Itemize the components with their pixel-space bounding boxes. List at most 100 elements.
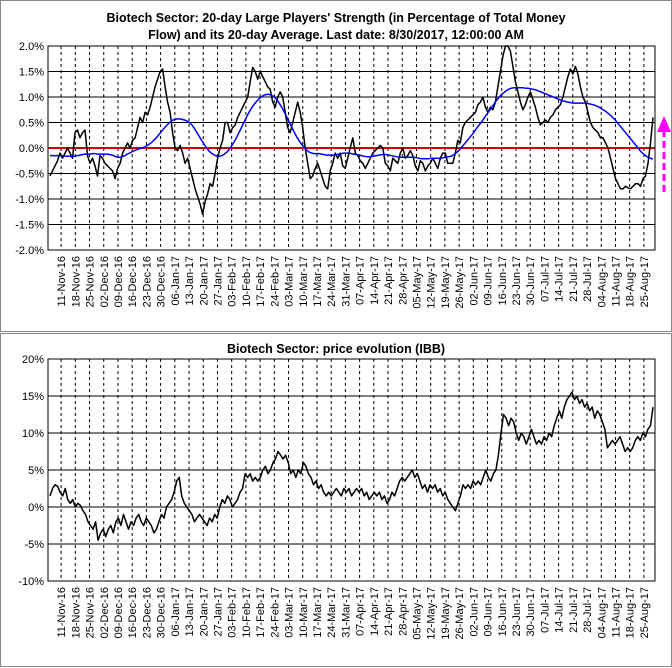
- x-tick-label: 21-Apr-17: [383, 587, 395, 636]
- x-tick-label: 24-Feb-17: [269, 587, 281, 638]
- x-tick-label: 20-Jan-17: [198, 587, 210, 637]
- x-tick-label: 30-Dec-16: [156, 256, 168, 307]
- x-tick-label: 18-Aug-17: [625, 256, 637, 307]
- x-tick-label: 02-Dec-16: [99, 256, 111, 307]
- x-tick-label: 31-Mar-17: [340, 587, 352, 638]
- x-tick-label: 30-Dec-16: [156, 587, 168, 638]
- x-tick-label: 23-Dec-16: [141, 587, 153, 638]
- top-chart-title-line-1: Biotech Sector: 20-day Large Players' St…: [106, 11, 565, 25]
- x-tick-label: 25-Nov-16: [85, 587, 97, 638]
- y-tick-label: 0.5%: [19, 118, 44, 130]
- x-tick-label: 07-Jul-17: [539, 256, 551, 302]
- x-tick-label: 10-Feb-17: [241, 587, 253, 638]
- x-tick-label: 24-Mar-17: [326, 587, 338, 638]
- series-line-average: [50, 87, 654, 160]
- x-tick-label: 18-Nov-16: [70, 587, 82, 638]
- x-tick-label: 17-Feb-17: [255, 256, 267, 307]
- x-tick-label: 17-Mar-17: [312, 587, 324, 638]
- x-tick-label: 07-Jul-17: [539, 587, 551, 633]
- top-plot-frame: [47, 45, 656, 251]
- x-tick-label: 13-Jan-17: [184, 256, 196, 306]
- y-tick-label: 1.5%: [19, 67, 44, 79]
- top-chart-y-axis: 2.0% 1.5% 1.0% 0.5% 0.0% -0.5% -1.0% -1.5% -2.0%: [15, 41, 44, 257]
- x-tick-label: 17-Mar-17: [312, 256, 324, 307]
- x-tick-label: 23-Dec-16: [141, 256, 153, 307]
- x-tick-label: 16-Jun-17: [497, 587, 509, 637]
- x-tick-label: 21-Jul-17: [568, 587, 580, 633]
- y-tick-label: -10%: [18, 576, 44, 588]
- x-tick-label: 23-Jun-17: [511, 256, 523, 306]
- x-tick-label: 21-Jul-17: [568, 256, 580, 302]
- x-tick-label: 30-Jun-17: [525, 587, 537, 637]
- top-chart-x-axis: 11-Nov-16 18-Nov-16 25-Nov-16 02-Dec-16 09-D…: [56, 256, 651, 309]
- x-tick-label: 07-Apr-17: [355, 256, 367, 305]
- upward-arrow-icon: [657, 116, 671, 192]
- x-tick-label: 20-Jan-17: [198, 256, 210, 306]
- x-tick-label: 12-May-17: [426, 256, 438, 309]
- y-tick-label: 0.0%: [19, 143, 44, 155]
- x-tick-label: 04-Aug-17: [596, 256, 608, 307]
- y-tick-label: -1.5%: [15, 220, 44, 232]
- x-tick-label: 03-Feb-17: [227, 587, 239, 638]
- y-tick-label: 15%: [22, 391, 44, 403]
- x-tick-label: 04-Aug-17: [596, 587, 608, 638]
- x-tick-label: 28-Apr-17: [397, 587, 409, 636]
- y-tick-label: 1.0%: [19, 92, 44, 104]
- x-tick-label: 14-Jul-17: [554, 256, 566, 302]
- upward-arrow-head: [657, 116, 671, 132]
- x-tick-label: 13-Jan-17: [184, 587, 196, 637]
- x-tick-label: 11-Aug-17: [610, 256, 622, 307]
- x-tick-label: 27-Jan-17: [212, 587, 224, 637]
- y-tick-label: 5%: [28, 465, 44, 477]
- x-tick-label: 03-Feb-17: [227, 256, 239, 307]
- x-tick-label: 24-Feb-17: [269, 256, 281, 307]
- x-tick-label: 28-Jul-17: [582, 587, 594, 633]
- x-tick-label: 02-Jun-17: [468, 587, 480, 637]
- x-tick-label: 24-Mar-17: [326, 256, 338, 307]
- y-tick-label: -0.5%: [15, 169, 44, 181]
- x-tick-label: 14-Jul-17: [554, 587, 566, 633]
- x-tick-label: 05-May-17: [411, 587, 423, 640]
- x-tick-label: 03-Mar-17: [284, 587, 296, 638]
- x-tick-label: 16-Dec-16: [127, 256, 139, 307]
- x-tick-label: 14-Apr-17: [369, 587, 381, 636]
- x-tick-label: 26-May-17: [454, 256, 466, 309]
- x-tick-label: 23-Jun-17: [511, 587, 523, 637]
- x-tick-label: 19-May-17: [440, 256, 452, 309]
- x-tick-label: 11-Aug-17: [610, 587, 622, 638]
- x-tick-label: 09-Dec-16: [113, 256, 125, 307]
- x-tick-label: 25-Aug-17: [639, 587, 651, 638]
- y-tick-label: -1.0%: [15, 194, 44, 206]
- x-tick-label: 14-Apr-17: [369, 256, 381, 305]
- x-tick-label: 06-Jan-17: [170, 587, 182, 637]
- x-tick-label: 10-Mar-17: [298, 587, 310, 638]
- x-tick-label: 31-Mar-17: [340, 256, 352, 307]
- x-tick-label: 11-Nov-16: [56, 587, 68, 638]
- x-tick-label: 28-Jul-17: [582, 256, 594, 302]
- series-line-primary: [49, 45, 654, 216]
- bottom-chart-y-axis: 20% 15% 10% 5% 0% -5% -10%: [18, 354, 44, 588]
- x-tick-label: 19-May-17: [440, 587, 452, 640]
- x-tick-label: 09-Dec-16: [113, 587, 125, 638]
- y-tick-label: 0%: [28, 502, 44, 514]
- x-tick-label: 30-Jun-17: [525, 256, 537, 306]
- x-tick-label: 18-Aug-17: [625, 587, 637, 638]
- bottom-chart-title: Biotech Sector: price evolution (IBB): [227, 342, 445, 356]
- x-tick-label: 16-Jun-17: [497, 256, 509, 306]
- x-tick-label: 25-Aug-17: [639, 256, 651, 307]
- series-line-primary: [49, 391, 654, 542]
- x-tick-label: 05-May-17: [411, 256, 423, 309]
- x-tick-label: 11-Nov-16: [56, 256, 68, 307]
- y-tick-label: -2.0%: [15, 245, 44, 257]
- top-chart-title-line-2: Flow) and its 20-day Average. Last date:…: [148, 28, 524, 42]
- x-tick-label: 27-Jan-17: [212, 256, 224, 306]
- x-tick-label: 02-Dec-16: [99, 587, 111, 638]
- y-tick-label: 10%: [22, 428, 44, 440]
- x-tick-label: 16-Dec-16: [127, 587, 139, 638]
- x-tick-label: 28-Apr-17: [397, 256, 409, 305]
- bottom-chart-grid: [48, 358, 655, 582]
- y-tick-label: -5%: [24, 539, 44, 551]
- x-tick-label: 02-Jun-17: [468, 256, 480, 306]
- x-tick-label: 17-Feb-17: [255, 587, 267, 638]
- x-tick-label: 03-Mar-17: [284, 256, 296, 307]
